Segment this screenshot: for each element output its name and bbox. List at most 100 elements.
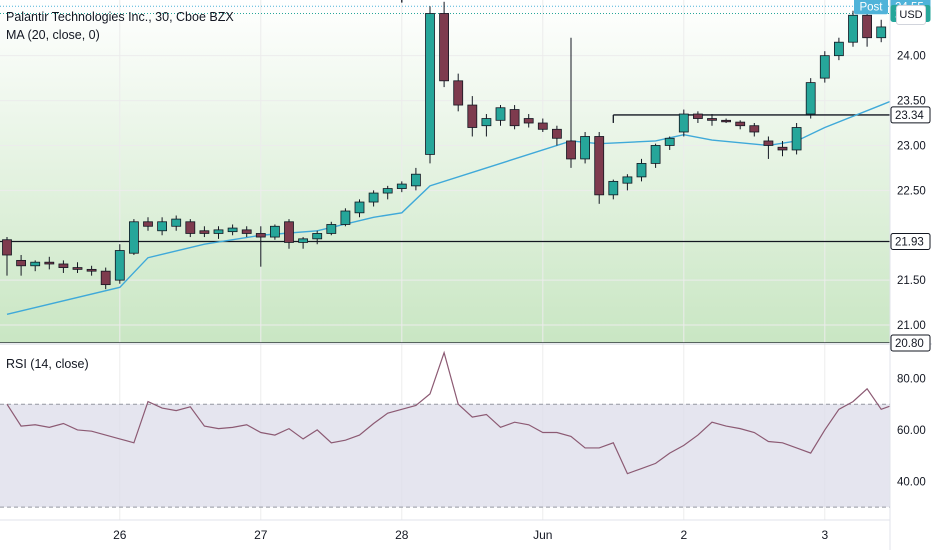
post-tag-text: Post [859,1,883,13]
candle [806,78,815,118]
candle-body [355,202,364,213]
candle-body [31,262,40,266]
candle-body [510,110,519,126]
candle [440,2,449,87]
candle-body [101,271,110,284]
candle-body [17,260,26,265]
candle [595,132,604,204]
candle [426,6,435,163]
candle-body [863,15,872,37]
price-label-line: 23.34 [891,107,930,123]
candle-body [411,174,420,186]
candle-body [792,128,801,150]
candle-body [708,119,717,121]
candle-body [270,226,279,237]
rsi-indicator-label[interactable]: RSI (14, close) [6,357,89,371]
price-tick-label: 21.50 [897,275,926,287]
candle-body [383,189,392,193]
price-axis: 24.00 23.50 23.00 22.50 21.50 21.00 [897,51,926,332]
candle-body [778,147,787,150]
candle-body [736,122,745,126]
candle-body [623,177,632,183]
time-tick-label: 27 [254,528,268,542]
candle-body [538,123,547,129]
candle-body [722,120,731,122]
candle [820,51,829,82]
candle [792,123,801,154]
time-tick-label: 26 [113,528,127,542]
candle-body [158,222,167,231]
candle-body [172,219,181,226]
candle-body [115,251,124,281]
candle-body [595,136,604,194]
candle-body [651,145,660,163]
time-tick-label: 2 [680,528,687,542]
candle [581,132,590,163]
candle-body [256,233,265,237]
candle-body [3,240,12,255]
candle-body [341,211,350,224]
candle-body [637,163,646,176]
price-label-line: 21.93 [891,234,930,250]
candle-body [397,184,406,188]
candle-body [552,129,561,138]
rsi-band [0,404,890,507]
price-tick-label: 21.00 [897,320,926,332]
candle [115,244,124,284]
price-tick-label: 22.50 [897,185,926,197]
candle-body [764,141,773,145]
candle-body [214,230,223,234]
candle-body [750,126,759,132]
candle-body [186,222,195,234]
candle-body [73,268,82,270]
time-tick-label: 3 [821,528,828,542]
price-tick-label: 23.50 [897,96,926,108]
candle-body [496,108,505,121]
candle-body [285,222,294,243]
candle-body [144,222,153,226]
rsi-tick-label: 80.00 [897,373,926,385]
price-tick-label: 24.00 [897,51,926,63]
rsi-axis: 80.00 60.00 40.00 [897,373,926,488]
candle-body [877,27,886,38]
candle-body [45,262,54,264]
candle-body [693,114,702,118]
time-tick-label: Jun [533,528,552,542]
time-tick-label: 28 [395,528,409,542]
candle-body [313,233,322,238]
candle-body [87,269,96,271]
candle-body [834,42,843,55]
price-label-text: 20.80 [895,338,924,350]
ma-indicator-label[interactable]: MA (20, close, 0) [6,28,100,42]
candle-body [426,13,435,154]
candle-body [200,231,209,234]
candle [129,219,138,255]
candle-body [454,81,463,105]
candle-body [820,56,829,78]
candle-body [468,105,477,127]
candle-body [242,230,251,234]
rsi-tick-label: 40.00 [897,476,926,488]
candle-body [129,222,138,253]
time-axis: 26 27 28 Jun 2 3 [113,528,828,542]
candle [341,208,350,226]
currency-button[interactable]: USD [896,5,926,25]
candle [849,11,858,47]
candle-body [524,119,533,123]
candle-body [482,119,491,126]
candle-body [806,83,815,114]
price-label-line: 20.80 [891,335,930,351]
candle-body [327,224,336,233]
candle-body [299,239,308,243]
candle-body [59,264,68,268]
price-label-text: 21.93 [895,237,924,249]
candle-body [369,193,378,202]
candle-body [581,136,590,158]
candle-body [609,181,618,194]
rsi-tick-label: 60.00 [897,425,926,437]
symbol-title[interactable]: Palantir Technologies Inc., 30, Cboe BZX [6,10,234,24]
price-tick-label: 23.00 [897,140,926,152]
candle-body [567,141,576,159]
price-label-text: 23.34 [895,110,924,122]
